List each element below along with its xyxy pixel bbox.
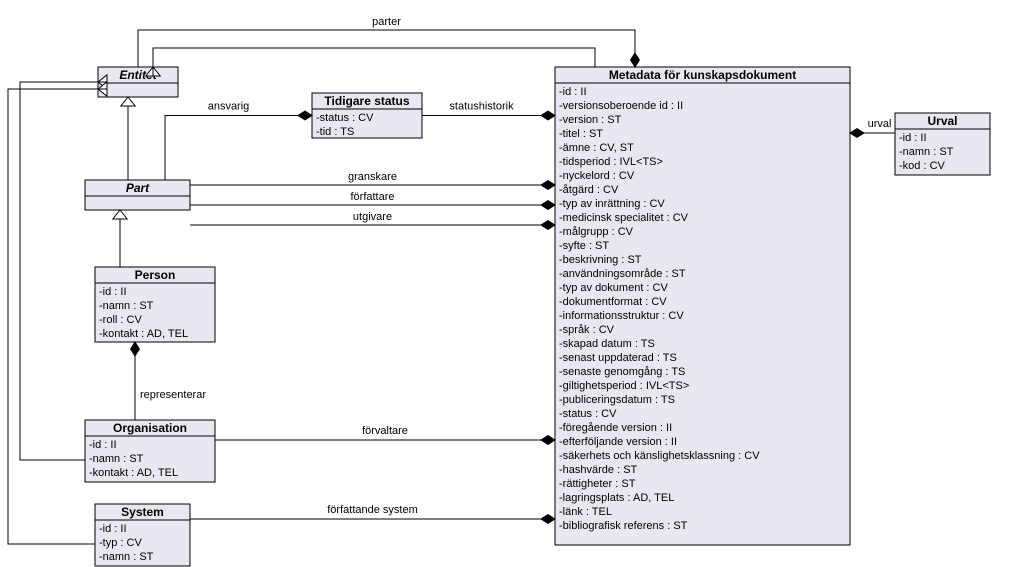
composition-diamond: [541, 515, 555, 524]
attr: -giltighetsperiod : IVL<TS>: [559, 380, 689, 392]
attr: -namn : ST: [99, 300, 154, 312]
attr: -medicinsk specialitet : CV: [559, 212, 689, 224]
class-title-Part: Part: [126, 181, 150, 195]
class-title-Metadata: Metadata för kunskapsdokument: [609, 68, 796, 82]
class-title-Person: Person: [135, 268, 176, 282]
class-title-TidigareStatus: Tidigare status: [324, 94, 409, 108]
attr: -kod : CV: [899, 160, 946, 172]
attr: -typ : CV: [99, 537, 142, 549]
composition-diamond: [541, 221, 555, 230]
edge-label-utgivare: utgivare: [353, 211, 392, 223]
attr: -användningsområde : ST: [559, 268, 686, 280]
attr: -id : II: [899, 132, 927, 144]
composition-diamond: [541, 111, 555, 120]
uml-diagram: EntitetPartTidigare status-status : CV-t…: [0, 0, 1024, 567]
attr: -informationsstruktur : CV: [559, 310, 684, 322]
class-title-System: System: [121, 505, 164, 519]
attr: -titel : ST: [559, 128, 603, 140]
attr: -kontakt : AD, TEL: [99, 328, 188, 340]
generalization-arrow: [113, 210, 127, 219]
attr: -målgrupp : CV: [559, 226, 634, 238]
edge-label-statushistorik: statushistorik: [449, 101, 514, 113]
edge-label-ansvarig: ansvarig: [208, 101, 250, 113]
edge-label-granskare: granskare: [348, 171, 397, 183]
attr: -dokumentformat : CV: [559, 296, 667, 308]
attr: -kontakt : AD, TEL: [89, 467, 178, 479]
attr: -åtgärd : CV: [559, 184, 619, 196]
attr: -länk : TEL: [559, 506, 612, 518]
attr: -typ av dokument : CV: [559, 282, 668, 294]
attr: -säkerhets och känslighetsklassning : CV: [559, 450, 760, 462]
attr: -status : CV: [316, 112, 374, 124]
class-title-Urval: Urval: [927, 114, 957, 128]
attr: -senaste genomgång : TS: [559, 366, 685, 378]
edge: [153, 48, 595, 76]
attr: -namn : ST: [89, 453, 144, 465]
attr: -tidsperiod : IVL<TS>: [559, 156, 663, 168]
attr: -publiceringsdatum : TS: [559, 394, 675, 406]
attr: -id : II: [99, 523, 127, 535]
class-title-Organisation: Organisation: [113, 421, 187, 435]
attr: -id : II: [89, 439, 117, 451]
edge-label-urval: urval: [868, 118, 892, 130]
attr: -språk : CV: [559, 324, 615, 336]
composition-diamond: [541, 181, 555, 190]
attr: -namn : ST: [899, 146, 954, 158]
attr: -senast uppdaterad : TS: [559, 352, 677, 364]
composition-diamond: [541, 436, 555, 445]
attr: -id : II: [99, 286, 127, 298]
edge-label-representerar: representerar: [140, 389, 206, 401]
composition-diamond: [541, 201, 555, 210]
edge: [165, 116, 298, 181]
attr: -syfte : ST: [559, 240, 609, 252]
attr: -hashvärde : ST: [559, 464, 638, 476]
edge: [20, 82, 107, 460]
composition-diamond: [631, 53, 640, 67]
attr: -versionsoberoende id : II: [559, 100, 683, 112]
attr: -namn : ST: [99, 551, 154, 563]
edge-label-forvaltare: förvaltare: [362, 425, 408, 437]
edge-label-forfattare: författare: [350, 191, 394, 203]
attr: -beskrivning : ST: [559, 254, 642, 266]
attr: -typ av inrättning : CV: [559, 198, 665, 210]
attr: -efterföljande version : II: [559, 436, 677, 448]
attr: -status : CV: [559, 408, 617, 420]
generalization-arrow: [121, 97, 135, 106]
attr: -version : ST: [559, 114, 622, 126]
attr: -tid : TS: [316, 126, 354, 138]
composition-diamond: [298, 111, 312, 120]
attr: -skapad datum : TS: [559, 338, 655, 350]
attr: -nyckelord : CV: [559, 170, 635, 182]
attr: -ämne : CV, ST: [559, 142, 634, 154]
attr: -bibliografisk referens : ST: [559, 520, 688, 532]
attr: -roll : CV: [99, 314, 142, 326]
attr: -lagringsplats : AD, TEL: [559, 492, 674, 504]
attr: -id : II: [559, 86, 587, 98]
composition-diamond: [850, 129, 864, 138]
attr: -föregående version : II: [559, 422, 672, 434]
edge-label-parter: parter: [372, 16, 401, 28]
composition-diamond: [131, 342, 140, 356]
edge-label-forfattandeSystem: författande system: [327, 504, 418, 516]
attr: -rättigheter : ST: [559, 478, 636, 490]
